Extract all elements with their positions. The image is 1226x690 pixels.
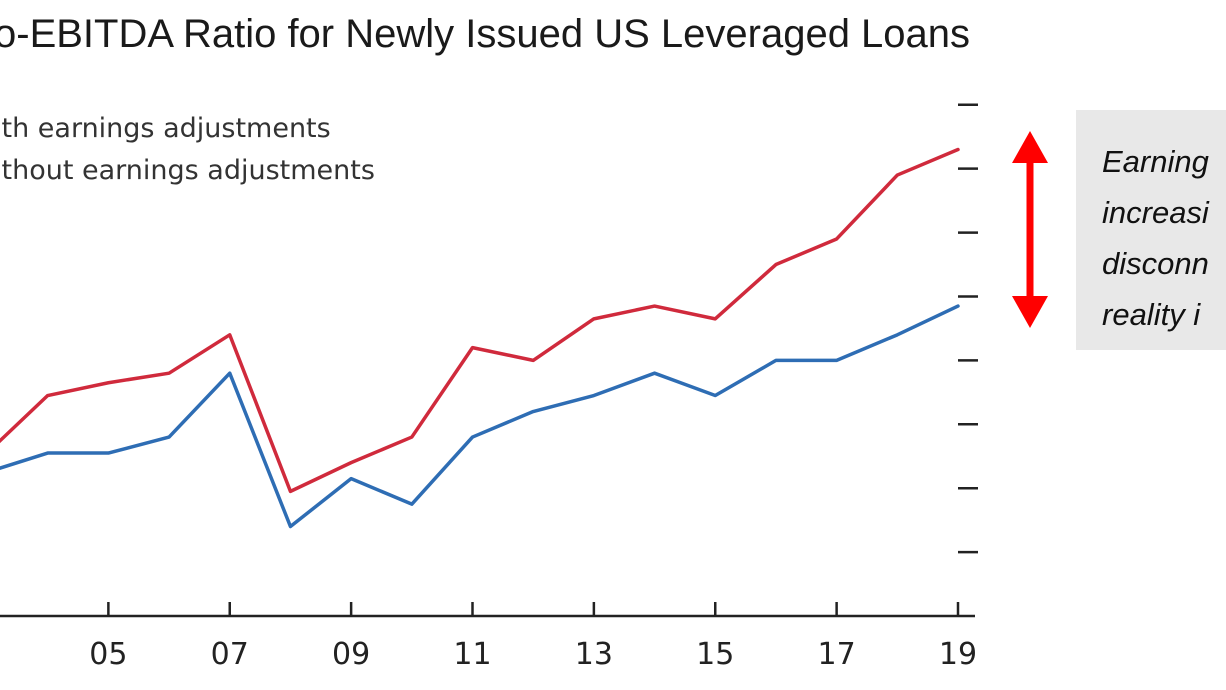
series-line-without-adjustments — [0, 304, 960, 529]
series-line-with-adjustments — [0, 147, 960, 494]
x-tick-label: 15 — [696, 637, 734, 672]
annotation-box — [1076, 110, 1226, 350]
annotation-line: reality i — [1102, 297, 1201, 332]
chart-title: o-EBITDA Ratio for Newly Issued US Lever… — [0, 12, 970, 56]
legend-label-with-adjustments: ith earnings adjustments — [0, 113, 331, 144]
annotation-line: Earning — [1102, 144, 1209, 179]
legend-label-without-adjustments: ithout earnings adjustments — [0, 155, 375, 186]
x-axis-ticks: 30507091113151719 — [89, 602, 977, 672]
double-arrow-icon — [1012, 131, 1048, 328]
x-tick-label: 19 — [939, 637, 977, 672]
annotation-line: increasi — [1102, 195, 1209, 230]
legend: ith earnings adjustments ithout earnings… — [0, 113, 375, 186]
series-layer — [0, 147, 960, 529]
x-tick-label: 07 — [211, 637, 249, 672]
arrow-head-down — [1012, 296, 1048, 328]
x-tick-label: 17 — [818, 637, 856, 672]
axes: 30507091113151719 — [0, 103, 978, 672]
x-tick-label: 13 — [575, 637, 613, 672]
annotation-text: Earning increasi disconn reality i — [1102, 136, 1226, 340]
arrow-head-up — [1012, 131, 1048, 163]
x-tick-label: 09 — [332, 637, 370, 672]
x-tick-label: 05 — [89, 637, 127, 672]
x-tick-label: 11 — [453, 637, 491, 672]
annotation-line: disconn — [1102, 246, 1209, 281]
y-axis-ticks — [958, 103, 978, 554]
